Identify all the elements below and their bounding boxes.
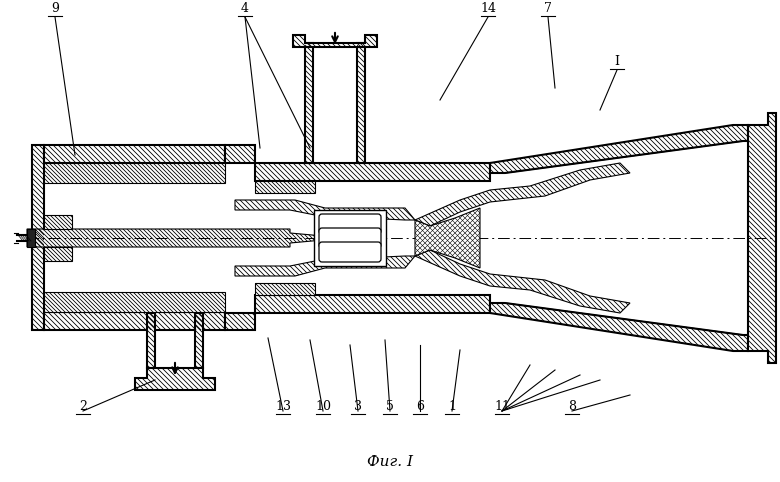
Polygon shape xyxy=(255,181,315,193)
Text: 2: 2 xyxy=(79,400,87,413)
Polygon shape xyxy=(255,283,315,295)
Polygon shape xyxy=(490,303,748,351)
Polygon shape xyxy=(235,200,415,220)
FancyBboxPatch shape xyxy=(319,242,381,262)
Bar xyxy=(314,210,386,266)
Text: 1: 1 xyxy=(448,400,456,413)
FancyBboxPatch shape xyxy=(319,214,381,234)
Text: 5: 5 xyxy=(386,400,394,413)
Polygon shape xyxy=(235,256,415,276)
Text: 13: 13 xyxy=(275,400,291,413)
Polygon shape xyxy=(490,125,748,173)
Text: Фиг. I: Фиг. I xyxy=(367,455,413,469)
Text: 3: 3 xyxy=(354,400,362,413)
Polygon shape xyxy=(135,368,215,390)
Text: 11: 11 xyxy=(494,400,510,413)
Polygon shape xyxy=(225,313,255,330)
Text: 10: 10 xyxy=(315,400,331,413)
Polygon shape xyxy=(255,163,490,181)
Text: 6: 6 xyxy=(416,400,424,413)
Polygon shape xyxy=(44,247,72,261)
Polygon shape xyxy=(44,163,225,183)
Polygon shape xyxy=(147,313,155,368)
Polygon shape xyxy=(305,43,313,163)
Polygon shape xyxy=(44,215,72,229)
Polygon shape xyxy=(32,145,44,330)
Polygon shape xyxy=(415,163,630,226)
Polygon shape xyxy=(44,312,225,330)
Text: 4: 4 xyxy=(241,2,249,15)
Polygon shape xyxy=(44,145,225,163)
Text: 8: 8 xyxy=(568,400,576,413)
Text: 7: 7 xyxy=(544,2,552,15)
Polygon shape xyxy=(748,113,776,363)
Polygon shape xyxy=(225,145,255,163)
Polygon shape xyxy=(195,313,203,368)
Polygon shape xyxy=(357,43,365,163)
Polygon shape xyxy=(293,35,377,47)
Text: 14: 14 xyxy=(480,2,496,15)
FancyBboxPatch shape xyxy=(319,228,381,248)
Polygon shape xyxy=(415,208,480,268)
Polygon shape xyxy=(255,295,490,313)
Text: 9: 9 xyxy=(51,2,59,15)
Text: I: I xyxy=(615,55,619,68)
Polygon shape xyxy=(27,229,35,247)
Polygon shape xyxy=(27,229,345,247)
Polygon shape xyxy=(415,250,630,313)
Polygon shape xyxy=(44,292,225,312)
